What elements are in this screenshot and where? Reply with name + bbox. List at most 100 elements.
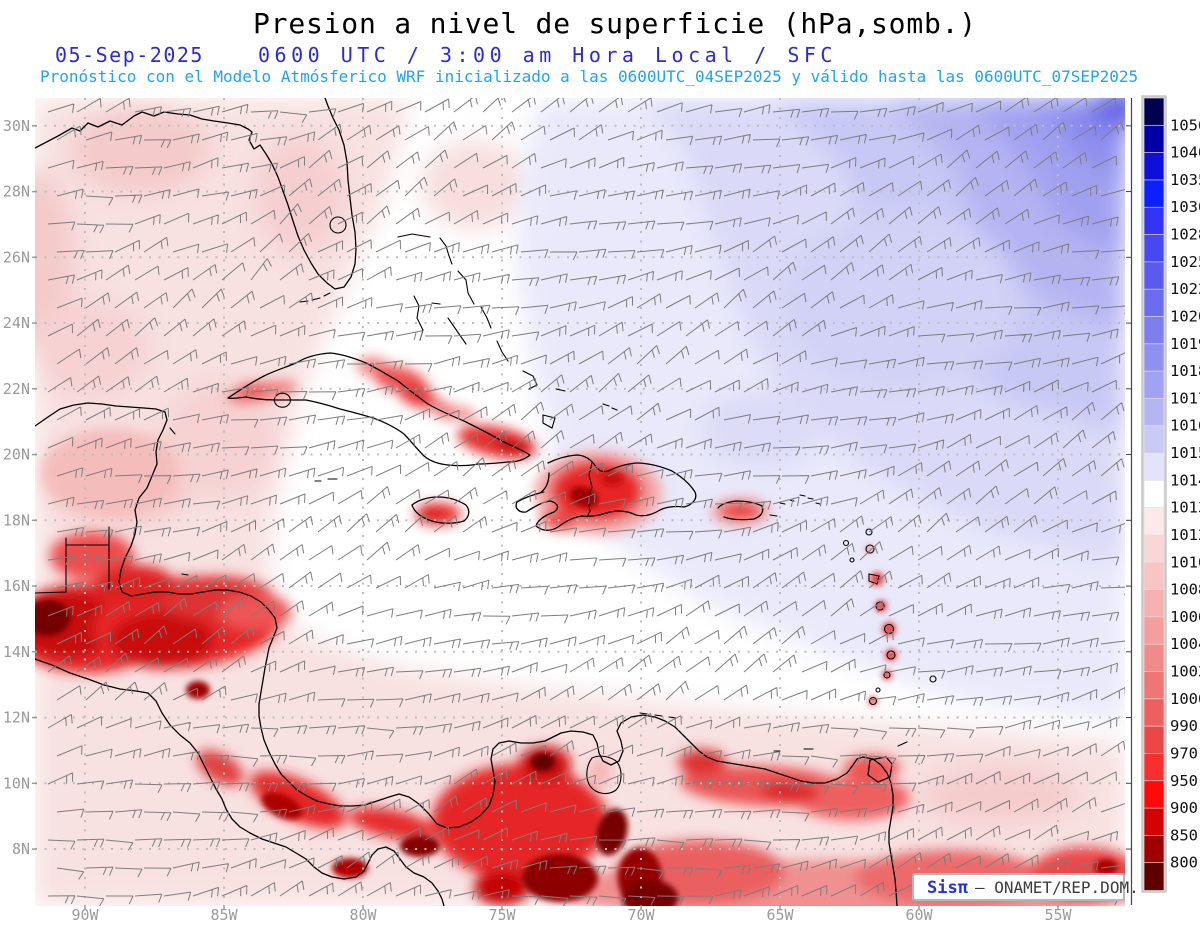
wind-barb-field bbox=[47, 98, 1125, 906]
colorbar-segment bbox=[1143, 398, 1165, 427]
lat-axis-label: 14N bbox=[3, 643, 30, 661]
latitude-axis: 30N 28N 26N 24N 22N 20N 18N 16N 14N 12N 10N 8N bbox=[3, 117, 37, 858]
lon-axis-label: 75W bbox=[488, 906, 516, 924]
colorbar-label: 1050 bbox=[1170, 116, 1200, 134]
shading-high-pressure bbox=[516, 98, 1125, 722]
colorbar-segment bbox=[1143, 616, 1165, 646]
lat-axis-label: 30N bbox=[3, 117, 30, 135]
colorbar-label: 1015 bbox=[1170, 444, 1200, 462]
colorbar-legend: 1050 1040 1035 1030 1028 1025 1022 1020 1019 1018… bbox=[1141, 95, 1200, 893]
coastline-pacific bbox=[35, 658, 445, 906]
colorbar-label: 1012 bbox=[1170, 526, 1200, 544]
lon-axis-label: 70W bbox=[627, 906, 655, 924]
page-title: Presion a nivel de superficie (hPa,somb.… bbox=[253, 7, 977, 40]
colorbar-label: 1022 bbox=[1170, 280, 1200, 298]
lon-axis-label: 65W bbox=[766, 906, 794, 924]
attribution-org: – ONAMET/REP.DOM. bbox=[975, 878, 1139, 897]
coastline-cuba bbox=[227, 352, 531, 467]
map-frame bbox=[1126, 98, 1133, 905]
coastline-isle-of-youth bbox=[273, 392, 291, 408]
colorbar-label: 990 bbox=[1170, 717, 1198, 735]
coastline-hispaniola bbox=[515, 454, 697, 531]
colorbar-label: 950 bbox=[1170, 772, 1198, 790]
colorbar-label: 1018 bbox=[1170, 362, 1200, 380]
colorbar-segment bbox=[1143, 780, 1165, 809]
wind-barbs bbox=[47, 98, 1125, 906]
colorbar-label: 970 bbox=[1170, 744, 1198, 762]
colorbar-segment bbox=[1143, 479, 1165, 509]
colorbar-segment bbox=[1143, 152, 1165, 181]
colorbar-label: 1030 bbox=[1170, 198, 1200, 216]
colorbar-label: 1028 bbox=[1170, 226, 1200, 244]
colorbar-segment bbox=[1143, 725, 1165, 755]
coastlines bbox=[35, 98, 937, 906]
colorbar-segment bbox=[1143, 124, 1165, 154]
colorbar-label: 1017 bbox=[1170, 389, 1200, 407]
colorbar-segment bbox=[1143, 862, 1165, 891]
pressure-map: 30N 28N 26N 24N 22N 20N 18N 16N 14N 12N 10N 8N 90W 8… bbox=[3, 98, 1139, 924]
colorbar-segment bbox=[1143, 316, 1165, 345]
colorbar-segment bbox=[1143, 589, 1165, 618]
colorbar-segment bbox=[1143, 753, 1165, 782]
colorbar-segment bbox=[1143, 370, 1165, 400]
colorbar-label: 900 bbox=[1170, 799, 1198, 817]
colorbar-segment bbox=[1143, 807, 1165, 837]
colorbar-segment bbox=[1143, 835, 1165, 864]
colorbar-label: 850 bbox=[1170, 826, 1198, 844]
attribution-brand: Sisπ bbox=[927, 878, 969, 898]
map-canvas bbox=[35, 98, 1125, 906]
colorbar-label: 1014 bbox=[1170, 471, 1200, 489]
header: Presion a nivel de superficie (hPa,somb.… bbox=[40, 7, 1138, 86]
valid-time-line: 0600 UTC / 3:00 am Hora Local / SFC bbox=[258, 43, 837, 67]
attribution-frame bbox=[912, 873, 1125, 901]
coastline-bahamas bbox=[397, 233, 618, 429]
colorbar-segment bbox=[1143, 343, 1165, 372]
longitude-axis: 90W 85W 80W 75W 70W 65W 60W 55W bbox=[71, 905, 1073, 924]
lat-axis-label: 28N bbox=[3, 183, 30, 201]
colorbar-segment bbox=[1143, 671, 1165, 700]
colorbar-label: 1020 bbox=[1170, 307, 1200, 325]
colorbar-segment bbox=[1143, 534, 1165, 564]
colorbar-frame bbox=[1141, 95, 1167, 893]
lat-axis-label: 22N bbox=[3, 380, 30, 398]
colorbar-label: 1008 bbox=[1170, 581, 1200, 599]
colorbar-segment bbox=[1143, 179, 1165, 209]
lon-axis-label: 90W bbox=[71, 906, 99, 924]
coastline-puerto-rico bbox=[717, 500, 764, 521]
colorbar-segment bbox=[1143, 206, 1165, 236]
colorbar-label: 1025 bbox=[1170, 253, 1200, 271]
coastline-lake-okeechobee bbox=[329, 216, 347, 234]
colorbar-segment bbox=[1143, 97, 1165, 127]
lat-axis-label: 24N bbox=[3, 314, 30, 332]
lon-axis-label: 60W bbox=[905, 906, 933, 924]
colorbar-segment bbox=[1143, 698, 1165, 727]
coastline-yucatan-central-america-south-america bbox=[35, 402, 898, 906]
lon-axis-label: 80W bbox=[349, 906, 377, 924]
lat-axis-label: 20N bbox=[3, 446, 30, 464]
coastline-small-islands bbox=[169, 427, 908, 752]
colorbar-label: 1016 bbox=[1170, 417, 1200, 435]
colorbar-label: 1035 bbox=[1170, 171, 1200, 189]
lat-axis-label: 12N bbox=[3, 709, 30, 727]
border-mexico-guatemala-belize bbox=[35, 526, 110, 594]
colorbar-segment bbox=[1143, 261, 1165, 291]
lat-axis-label: 18N bbox=[3, 511, 30, 529]
colorbar-label: 1004 bbox=[1170, 635, 1200, 653]
coastline-trinidad bbox=[867, 756, 893, 783]
colorbar-segment bbox=[1143, 288, 1165, 318]
colorbar-label: 1006 bbox=[1170, 608, 1200, 626]
colorbar-segment bbox=[1143, 507, 1165, 536]
colorbar-segment bbox=[1143, 452, 1165, 482]
lon-axis-label: 85W bbox=[210, 906, 238, 924]
border-haiti-dr bbox=[586, 462, 593, 518]
lat-axis-label: 8N bbox=[12, 840, 30, 858]
colorbar-label: 800 bbox=[1170, 854, 1198, 872]
valid-date: 05-Sep-2025 bbox=[55, 43, 204, 67]
colorbar-label: 1019 bbox=[1170, 335, 1200, 353]
colorbar-label: 1000 bbox=[1170, 690, 1200, 708]
colorbar-segment bbox=[1143, 234, 1165, 263]
colorbar-label: 1010 bbox=[1170, 553, 1200, 571]
colorbar-label: 1040 bbox=[1170, 144, 1200, 162]
lat-axis-label: 10N bbox=[3, 774, 30, 792]
